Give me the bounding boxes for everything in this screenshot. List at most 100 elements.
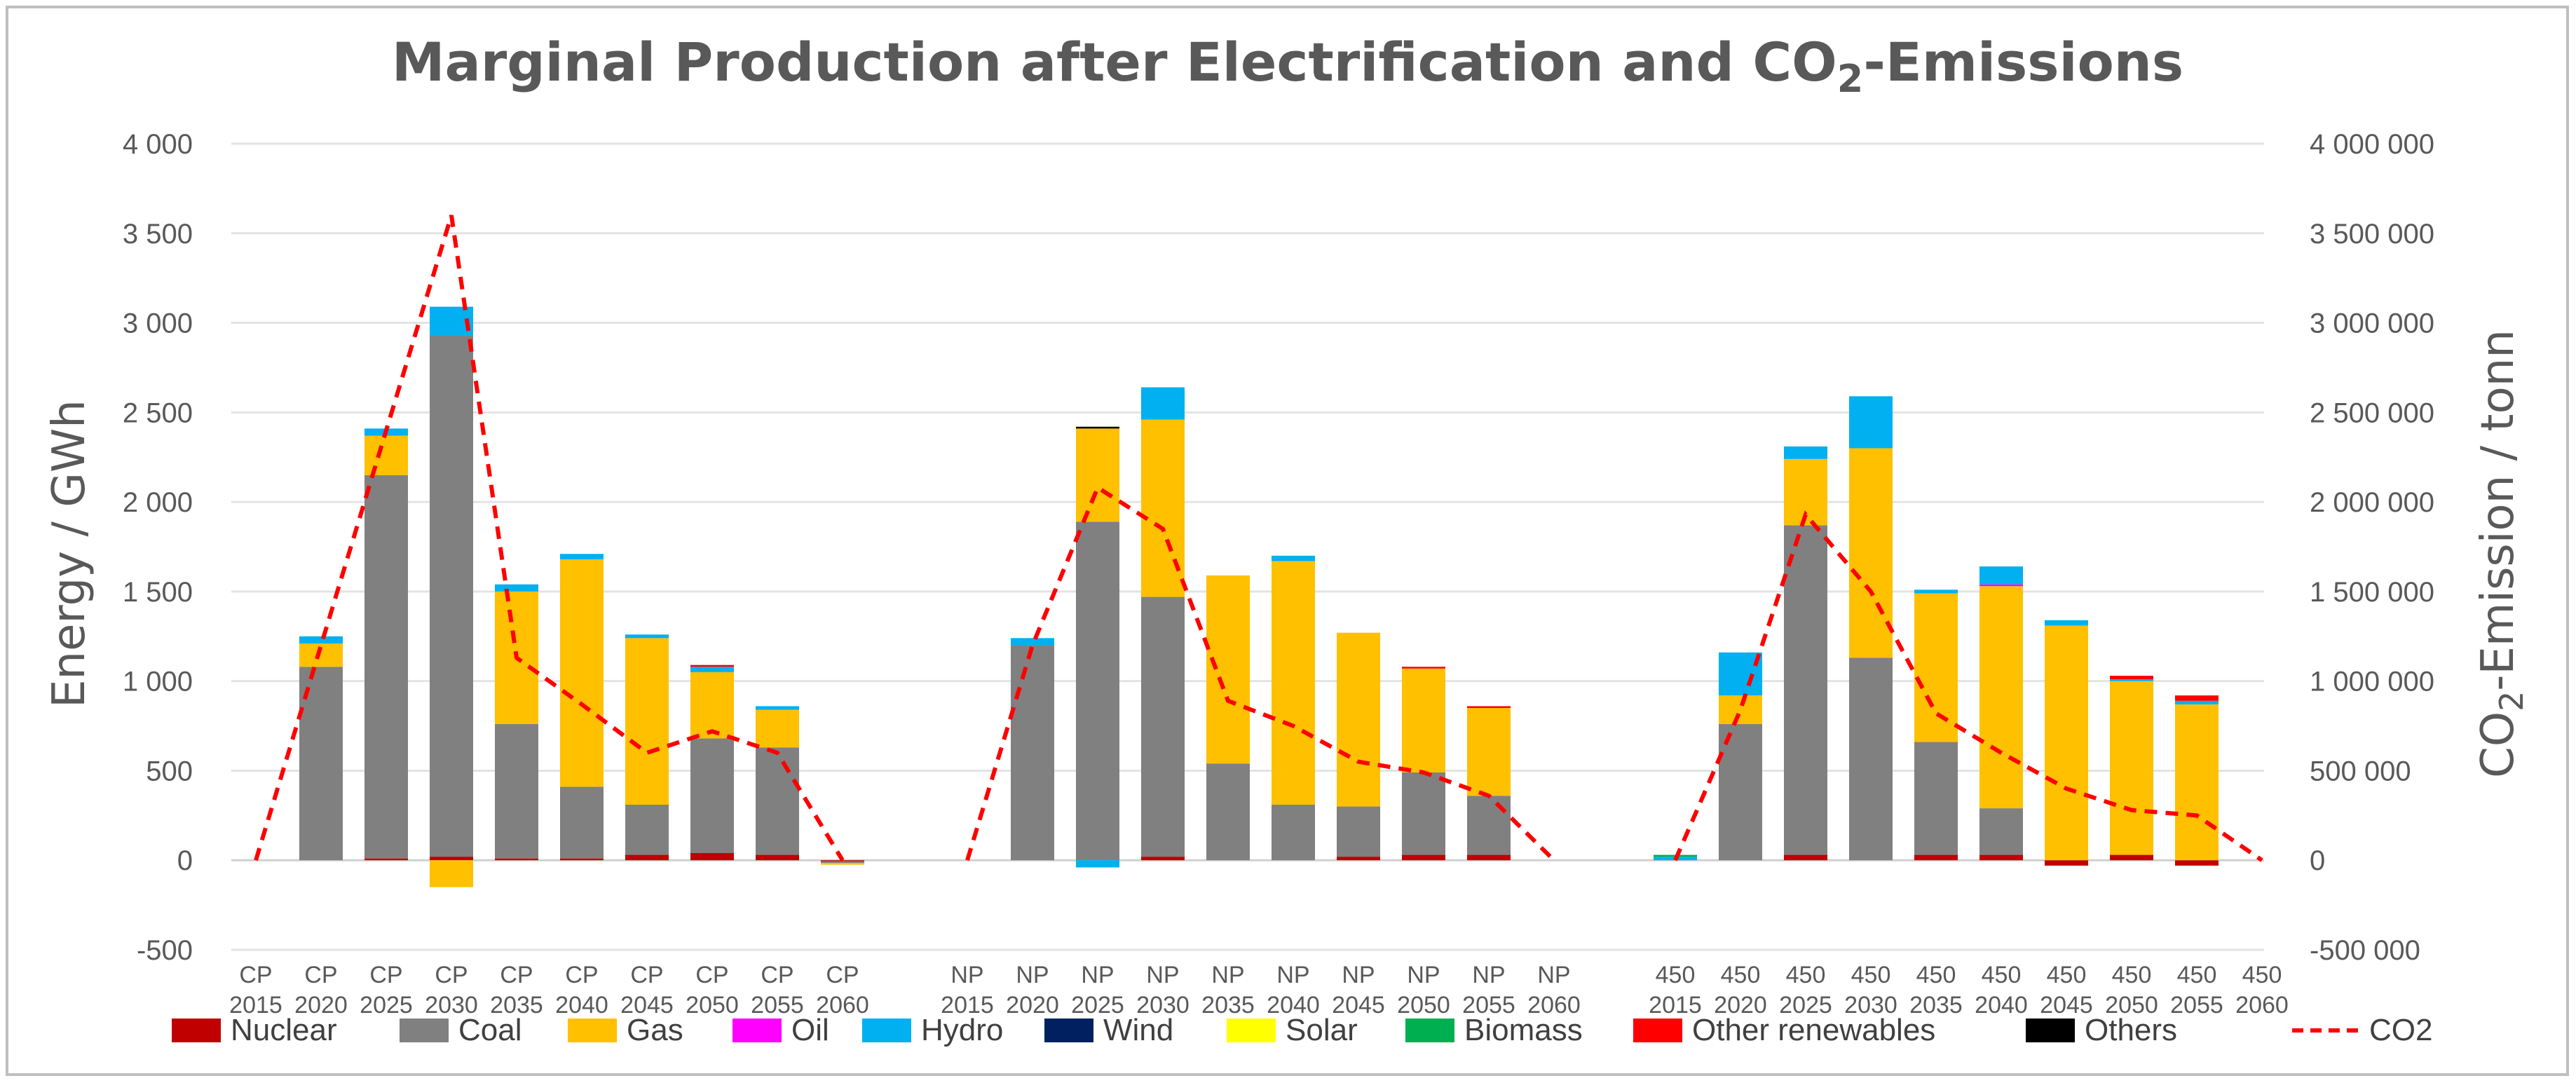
x-tick-year: 2040 xyxy=(1267,992,1320,1019)
x-tick-year: 2025 xyxy=(1071,992,1124,1019)
bar-segment-hydro xyxy=(1719,652,1762,696)
x-tick-scenario: NP xyxy=(1342,962,1375,988)
x-tick-year: 2015 xyxy=(229,992,282,1019)
legend-label: Oil xyxy=(791,1013,829,1047)
bar-segment-gas xyxy=(2110,681,2153,855)
chart-title: Marginal Production after Electrificatio… xyxy=(392,31,2183,101)
bar-segment-coal xyxy=(430,335,473,857)
x-tick-year: 2015 xyxy=(1649,992,1702,1019)
bar-segment-hydro xyxy=(495,584,538,592)
y-tick-label: 2 000 xyxy=(123,487,193,518)
bar-segment-coal xyxy=(1076,522,1119,861)
bar-segment-coal xyxy=(364,475,408,859)
y2-tick-label: 2 000 000 xyxy=(2310,487,2434,518)
bar-segment-nuclear xyxy=(2175,860,2219,866)
x-tick-scenario: CP xyxy=(695,962,728,988)
legend-label: Hydro xyxy=(921,1013,1003,1047)
x-tick-scenario: 450 xyxy=(2242,962,2282,988)
bar-segment-other-renewables xyxy=(690,665,734,667)
bar-segment-nuclear xyxy=(1337,857,1380,861)
x-tick-scenario: 450 xyxy=(1656,962,1696,988)
x-tick-scenario: 450 xyxy=(2112,962,2152,988)
legend: Nuclear Coal Gas Oil Hydro Wind Solar Biomass Ot… xyxy=(172,1013,2432,1047)
x-tick-year: 2050 xyxy=(686,992,739,1019)
x-tick-scenario: NP xyxy=(1537,962,1570,988)
x-tick-scenario: NP xyxy=(1146,962,1179,988)
legend-label: CO2 xyxy=(2369,1013,2432,1047)
bar-segment-nuclear xyxy=(495,858,538,861)
bar-segment-coal xyxy=(1914,742,1958,855)
bar-segment-hydro xyxy=(1076,860,1119,868)
legend-label: Biomass xyxy=(1464,1013,1583,1047)
x-tick-year: 2050 xyxy=(1397,992,1450,1019)
bar-segment-nuclear xyxy=(2110,854,2153,861)
bar-segment-gas xyxy=(2045,625,2088,861)
bar-segment-coal xyxy=(1719,724,1762,861)
bar-segment-nuclear xyxy=(364,858,408,861)
bar-segment-nuclear xyxy=(1979,854,2023,861)
bar-segment-coal xyxy=(1206,763,1250,861)
x-tick-scenario: CP xyxy=(435,962,468,988)
bar-segment-hydro xyxy=(1141,387,1185,420)
legend-swatch-others xyxy=(2026,1019,2075,1042)
bar-segment-hydro xyxy=(1979,566,2023,585)
bar-segment-hydro xyxy=(690,667,734,672)
bar-segment-hydro xyxy=(1784,446,1827,459)
bar-segment-nuclear xyxy=(1784,854,1827,861)
y2-tick-label: 3 500 000 xyxy=(2310,219,2434,250)
x-tick-scenario: NP xyxy=(1276,962,1309,988)
x-tick-year: 2045 xyxy=(2040,992,2093,1019)
bar-segment-other-renewables xyxy=(1467,706,1511,708)
legend-swatch-gas xyxy=(568,1019,617,1042)
co2-line-layer xyxy=(254,214,2263,862)
y-tick-label: 3 000 xyxy=(123,308,193,339)
bar-segment-gas xyxy=(1272,561,1315,805)
x-tick-year: 2020 xyxy=(1714,992,1767,1019)
x-tick-scenario: NP xyxy=(1081,962,1114,988)
legend-swatch-solar xyxy=(1227,1019,1276,1042)
bar-segment-hydro xyxy=(299,636,343,643)
bar-segment-coal xyxy=(1402,772,1445,855)
y2-tick-label: 3 000 000 xyxy=(2310,308,2434,339)
x-tick-scenario: 450 xyxy=(1721,962,1761,988)
x-tick-scenario: 450 xyxy=(1786,962,1826,988)
legend-label: Solar xyxy=(1286,1013,1358,1047)
x-tick-year: 2060 xyxy=(816,992,869,1019)
y2-axis-title: CO2-Emission / tonn xyxy=(2472,329,2530,778)
y-axis-title: Energy / GWh xyxy=(43,400,95,708)
y-tick-label: 1 000 xyxy=(123,667,193,697)
legend-swatch-oil xyxy=(732,1019,782,1042)
bar-segment-nuclear xyxy=(625,854,669,861)
bar-segment-nuclear xyxy=(690,853,734,861)
x-tick-year: 2055 xyxy=(1462,992,1515,1019)
legend-swatch-wind xyxy=(1044,1019,1093,1042)
legend-swatch-nuclear xyxy=(172,1019,221,1042)
x-tick-year: 2060 xyxy=(1527,992,1581,1019)
legend-label: Coal xyxy=(458,1013,522,1047)
y-tick-label: 2 500 xyxy=(123,397,193,428)
bar-segment-hydro xyxy=(2045,620,2088,626)
bar-segment-gas xyxy=(690,672,734,739)
y-tick-label: 1 500 xyxy=(123,577,193,608)
bar-segment-coal xyxy=(1337,806,1380,857)
bar-segment-coal xyxy=(495,724,538,859)
x-tick-scenario: 450 xyxy=(2177,962,2217,988)
y-tick-label: 3 500 xyxy=(123,219,193,250)
bar-segment-gas xyxy=(430,860,473,887)
bar-segment-nuclear xyxy=(560,858,604,861)
bar-segment-nuclear xyxy=(2045,860,2088,866)
x-tick-year: 2055 xyxy=(751,992,804,1019)
bar-segment-gas xyxy=(1719,695,1762,724)
bar-segment-coal xyxy=(1849,658,1893,861)
x-tick-year: 2030 xyxy=(1844,992,1897,1019)
y-axis-ticks: -500 0 500 1 000 1 500 2 000 2 500 3 000 3 500 4 … xyxy=(123,129,193,966)
bar-segment-coal xyxy=(560,786,604,859)
legend-swatch-coal xyxy=(400,1019,449,1042)
legend-label: Gas xyxy=(627,1013,683,1047)
bar-segment-hydro xyxy=(756,706,799,710)
bar-segment-hydro xyxy=(1849,396,1893,449)
x-tick-year: 2030 xyxy=(425,992,478,1019)
x-tick-year: 2060 xyxy=(2235,992,2289,1019)
bar-segment-gas xyxy=(625,638,669,805)
x-tick-year: 2040 xyxy=(1975,992,2028,1019)
